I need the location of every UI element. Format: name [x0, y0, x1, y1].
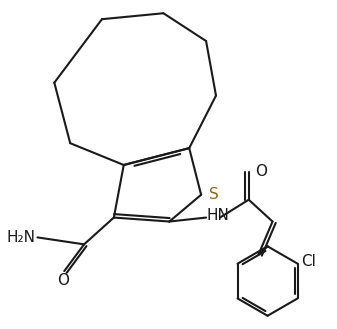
Text: HN: HN	[206, 208, 229, 223]
Text: O: O	[255, 164, 267, 179]
Text: O: O	[57, 273, 69, 288]
Text: Cl: Cl	[302, 254, 316, 269]
Text: H₂N: H₂N	[6, 230, 35, 245]
Text: S: S	[209, 187, 219, 202]
